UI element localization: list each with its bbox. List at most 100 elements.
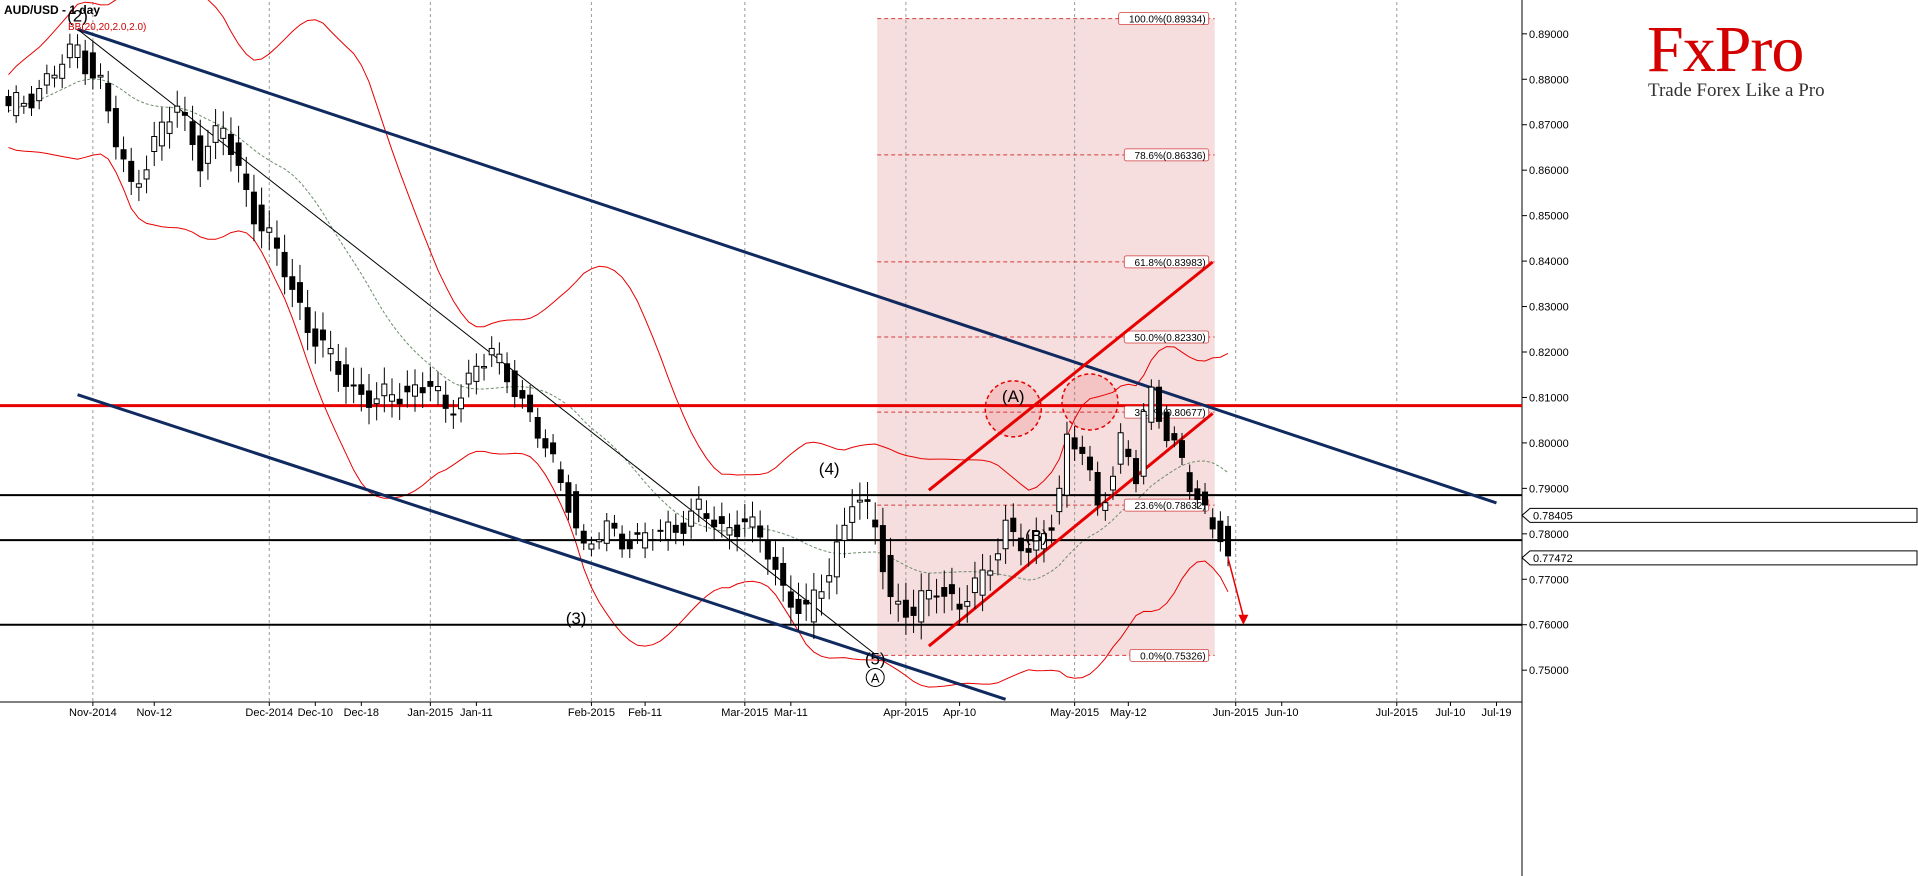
fib-level-label: 38.2%(0.80677)	[1135, 408, 1206, 419]
candle-body	[818, 591, 825, 599]
candle-body	[918, 590, 925, 623]
candle-body	[994, 553, 1001, 561]
candle-body	[412, 384, 419, 397]
candle-body	[1156, 386, 1162, 422]
time-tick-label: Jul-19	[1481, 707, 1511, 719]
candle-body	[933, 595, 940, 598]
candle-body	[89, 52, 96, 79]
candle-body	[1056, 487, 1063, 513]
logo-tagline: Trade Forex Like a Pro	[1648, 80, 1825, 101]
candle-body	[496, 353, 503, 364]
candle-body	[1225, 525, 1232, 557]
candle-body	[1194, 488, 1201, 501]
candle-body	[826, 575, 833, 583]
candle-body	[542, 438, 549, 449]
time-tick-label: Mar-2015	[721, 707, 768, 719]
candle-body	[642, 532, 649, 549]
candle-body	[695, 498, 702, 510]
upper-trendline	[77, 27, 1497, 505]
candle-body	[856, 499, 863, 503]
chart-title: AUD/USD - 1 day	[4, 3, 101, 17]
thin-trendline	[77, 28, 876, 655]
candle-body	[596, 539, 603, 543]
candle-body	[43, 73, 50, 86]
candle-body	[1102, 502, 1109, 511]
candle-body	[158, 121, 165, 147]
candle-body	[5, 96, 12, 107]
fxpro-logo: FxPro Trade Forex Like a Pro	[1645, 8, 1845, 108]
candle-body	[534, 416, 541, 439]
candle-body	[1202, 491, 1209, 506]
candle-body	[726, 527, 733, 536]
candle-body	[795, 598, 802, 614]
candle-body	[435, 386, 442, 392]
fib-level-label: 23.6%(0.78632)	[1135, 501, 1206, 512]
candle-body	[1063, 433, 1070, 496]
candle-body	[59, 63, 66, 79]
candle-body	[273, 237, 280, 249]
candle-body	[1186, 472, 1193, 493]
candle-body	[481, 366, 488, 369]
fib-label-box	[1123, 148, 1210, 162]
candle-body	[13, 92, 20, 117]
candle-body	[849, 506, 856, 523]
candle-body	[1140, 410, 1147, 477]
price-tick-label: 0.89000	[1529, 29, 1569, 41]
candle-body	[20, 102, 27, 107]
price-tag-label: 0.77472	[1533, 553, 1573, 565]
candle-body	[1040, 533, 1047, 550]
candle-body	[757, 525, 764, 538]
candle-body	[128, 160, 135, 182]
candle-body	[772, 556, 779, 570]
candle-body	[1132, 458, 1139, 485]
candle-body	[289, 276, 296, 290]
candle-body	[365, 390, 372, 408]
candle-body	[557, 469, 564, 483]
logo-brand: FxPro	[1647, 13, 1804, 86]
candle-body	[181, 112, 188, 116]
time-tick-label: Jul-2015	[1376, 707, 1418, 719]
candle-body	[350, 384, 357, 387]
candle-body	[304, 307, 311, 333]
time-tick-label: Dec-10	[298, 707, 333, 719]
candle-body	[527, 394, 534, 413]
candle-body	[611, 522, 618, 529]
candle-body	[1079, 446, 1086, 454]
candle-body	[319, 329, 326, 341]
candle-body	[465, 372, 472, 385]
candle-body	[941, 587, 948, 597]
candle-body	[1109, 475, 1116, 491]
price-tag-box	[1521, 507, 1918, 523]
candle-body	[112, 108, 119, 148]
highlight-circle	[1061, 373, 1119, 431]
bollinger-label: BB(20,20,2.0,2.0)	[68, 22, 147, 33]
wave-label: (4)	[819, 460, 840, 479]
candle-body	[764, 540, 771, 560]
candle-body	[833, 541, 840, 578]
wave-label: (3)	[566, 609, 587, 628]
candle-body	[74, 44, 81, 59]
bollinger-lower	[8, 147, 1229, 688]
fib-label-box	[1123, 330, 1210, 344]
price-tag-box	[1521, 550, 1918, 566]
candle-body	[28, 93, 35, 109]
time-tick-label: Dec-18	[344, 707, 379, 719]
lower-trendline	[77, 393, 1007, 701]
price-tick-label: 0.85000	[1529, 211, 1569, 223]
price-tick-label: 0.76000	[1529, 620, 1569, 632]
price-tick-label: 0.81000	[1529, 392, 1569, 404]
price-tick-label: 0.78000	[1529, 529, 1569, 541]
price-tick-label: 0.88000	[1529, 74, 1569, 86]
candle-body	[335, 361, 342, 375]
price-tick-label: 0.75000	[1529, 665, 1569, 677]
candle-body	[212, 125, 219, 143]
candle-body	[1071, 437, 1078, 450]
candle-body	[204, 145, 211, 164]
price-tick-label: 0.86000	[1529, 165, 1569, 177]
candle-body	[1017, 537, 1024, 552]
candle-body	[734, 524, 741, 538]
candle-body	[174, 105, 181, 113]
candle-body	[588, 543, 595, 550]
candle-body	[657, 529, 664, 532]
price-tick-label: 0.84000	[1529, 256, 1569, 268]
